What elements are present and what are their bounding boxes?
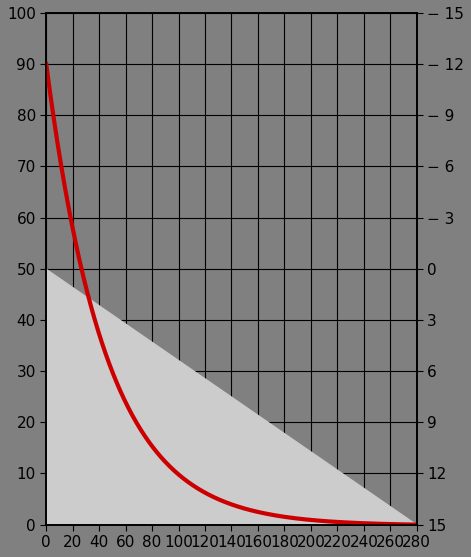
Polygon shape (46, 269, 417, 525)
